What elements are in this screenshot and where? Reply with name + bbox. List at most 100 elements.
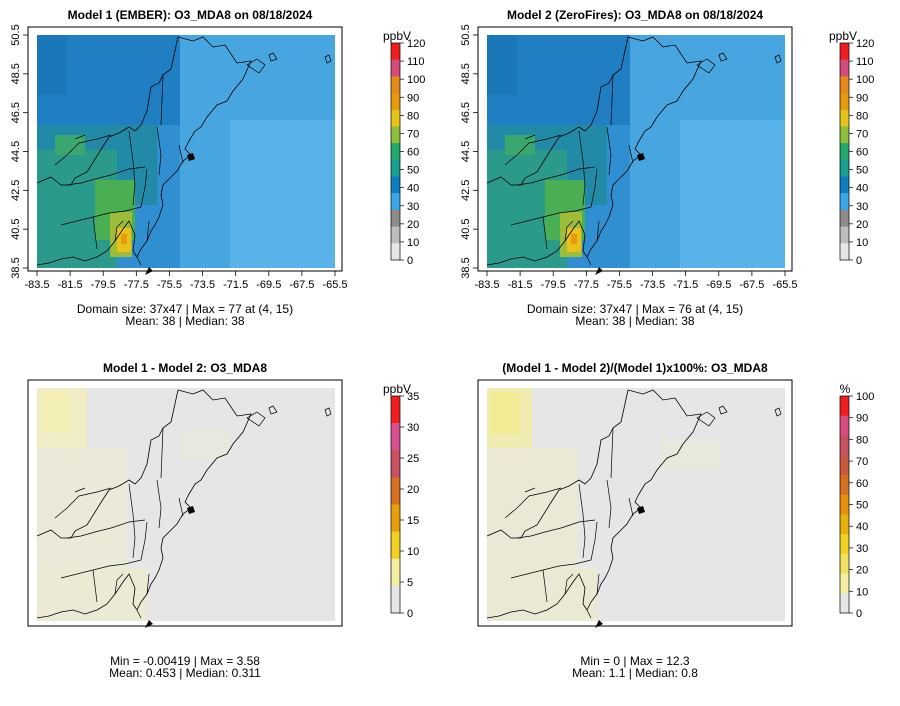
stats-line-1: Domain size: 37x47 | Max = 77 at (4, 15) xyxy=(77,302,293,316)
x-tick-label: -79.5 xyxy=(541,279,566,291)
colorbar-tick-label: 30 xyxy=(856,201,868,213)
x-tick-label: -65.5 xyxy=(322,279,347,291)
stats-line-1: Min = -0.00419 | Max = 3.58 xyxy=(110,654,260,668)
colorbar-segment xyxy=(391,159,400,178)
colorbar-tick-label: 30 xyxy=(407,201,419,213)
colorbar-segment xyxy=(391,585,400,614)
colorbar-tick-label: 25 xyxy=(407,453,419,465)
colorbar-segment xyxy=(840,455,849,476)
panel-title: Model 2 (ZeroFires): O3_MDA8 on 08/18/20… xyxy=(507,8,763,22)
x-tick-label: -71.5 xyxy=(223,279,248,291)
x-tick-label: -73.5 xyxy=(190,279,215,291)
x-tick-label: -83.5 xyxy=(474,279,499,291)
colorbar-unit: ppbV xyxy=(383,29,411,43)
colorbar-tick-label: 90 xyxy=(856,413,868,425)
colorbar-segment xyxy=(391,558,400,587)
colorbar: 0 10 20 30 40 50 60 70 80 90 100 xyxy=(839,391,874,620)
colorbar-segment xyxy=(840,243,849,261)
colorbar: 0 10 20 30 40 50 60 70 80 90 100 110 120 xyxy=(839,38,874,267)
colorbar-segment xyxy=(391,176,400,194)
colorbar-tick-label: 70 xyxy=(407,128,419,140)
colorbar-segment xyxy=(840,534,849,555)
colorbar-segment xyxy=(391,109,400,127)
y-tick-label: 42.5 xyxy=(460,180,472,201)
colorbar-segment xyxy=(391,243,400,261)
colorbar-tick-label: 90 xyxy=(856,92,868,104)
colorbar-segment xyxy=(391,59,400,77)
colorbar-segment xyxy=(840,43,849,61)
colorbar-tick-label: 60 xyxy=(856,147,868,159)
map-field xyxy=(37,35,335,268)
colorbar-tick-label: 10 xyxy=(407,237,419,249)
colorbar-segment xyxy=(391,93,400,111)
colorbar-segment xyxy=(391,450,400,478)
colorbar-tick-label: 10 xyxy=(856,237,868,249)
colorbar-segment xyxy=(840,396,849,417)
colorbar-tick-label: 110 xyxy=(856,56,874,68)
y-axis: 38.5 40.5 42.5 44.5 46.5 48.5 50.5 xyxy=(460,24,479,279)
colorbar-tick-label: 20 xyxy=(407,219,419,231)
colorbar-tick-label: 0 xyxy=(407,255,413,267)
colorbar-tick-label: 40 xyxy=(856,183,868,195)
colorbar-segment xyxy=(840,93,849,111)
colorbar-segment xyxy=(840,143,849,161)
colorbar-segment xyxy=(840,193,849,211)
colorbar-segment xyxy=(391,209,400,228)
x-axis: -83.5 -81.5 -79.5 -77.5 -75.5 -73.5 -71.5 -69.5… xyxy=(474,270,798,291)
colorbar-tick-label: 80 xyxy=(856,110,868,122)
colorbar-tick-label: 50 xyxy=(856,500,868,512)
x-tick-label: -67.5 xyxy=(289,279,314,291)
colorbar-segment xyxy=(840,593,849,614)
colorbar-segment xyxy=(840,474,849,496)
colorbar-unit: % xyxy=(840,382,851,396)
colorbar-tick-label: 70 xyxy=(856,456,868,468)
colorbar-tick-label: 120 xyxy=(407,38,425,50)
stats-line-2: Mean: 38 | Median: 38 xyxy=(125,314,245,328)
x-tick-label: -81.5 xyxy=(508,279,533,291)
map-field xyxy=(487,388,785,621)
colorbar-segment xyxy=(391,477,400,505)
y-tick-label: 48.5 xyxy=(10,63,22,84)
panel-difference: Model 1 - Model 2: O3_MDA8 ppbV 0 5 10 15 20… xyxy=(27,361,419,680)
y-tick-label: 38.5 xyxy=(10,257,22,278)
colorbar-tick-label: 50 xyxy=(856,165,868,177)
panel-model2: Model 2 (ZeroFires): O3_MDA8 on 08/18/20… xyxy=(460,8,874,328)
colorbar-segment xyxy=(840,76,849,94)
colorbar-tick-label: 20 xyxy=(856,565,868,577)
colorbar-segment xyxy=(840,176,849,194)
colorbar-tick-label: 60 xyxy=(856,478,868,490)
colorbar-segment xyxy=(840,126,849,144)
y-tick-label: 46.5 xyxy=(10,102,22,123)
panel-title: Model 1 (EMBER): O3_MDA8 on 08/18/2024 xyxy=(68,8,313,22)
colorbar-segment xyxy=(840,435,849,456)
y-tick-label: 44.5 xyxy=(10,141,22,162)
colorbar-tick-label: 30 xyxy=(856,543,868,555)
colorbar-segment xyxy=(840,415,849,436)
map-field xyxy=(487,35,785,268)
y-tick-label: 46.5 xyxy=(460,102,472,123)
x-axis: -83.5 -81.5 -79.5 -77.5 -75.5 -73.5 -71.5 -69.5… xyxy=(24,270,348,291)
panel-title: Model 1 - Model 2: O3_MDA8 xyxy=(103,361,267,375)
x-tick-label: -65.5 xyxy=(772,279,797,291)
colorbar-tick-label: 70 xyxy=(856,128,868,140)
colorbar-segment xyxy=(391,531,400,560)
colorbar-tick-label: 0 xyxy=(856,608,862,620)
colorbar-segment xyxy=(840,226,849,244)
colorbar-segment xyxy=(840,109,849,127)
colorbar-tick-label: 10 xyxy=(407,546,419,558)
x-tick-label: -79.5 xyxy=(91,279,116,291)
stats-line-1: Min = 0 | Max = 12.3 xyxy=(580,654,689,668)
colorbar: 0 5 10 15 20 25 30 35 xyxy=(390,391,419,620)
colorbar-tick-label: 90 xyxy=(407,92,419,104)
colorbar-segment xyxy=(840,59,849,77)
colorbar-segment xyxy=(840,514,849,535)
colorbar-segment xyxy=(391,193,400,211)
y-tick-label: 40.5 xyxy=(460,218,472,239)
panel-percent-difference: (Model 1 - Model 2)/(Model 1)x100%: O3_M… xyxy=(477,361,874,680)
colorbar-segment xyxy=(840,553,849,575)
colorbar: 0 10 20 30 40 50 60 70 80 90 100 110 120 xyxy=(390,38,425,267)
y-tick-label: 50.5 xyxy=(10,24,22,45)
x-tick-label: -77.5 xyxy=(124,279,149,291)
colorbar-segment xyxy=(840,209,849,228)
